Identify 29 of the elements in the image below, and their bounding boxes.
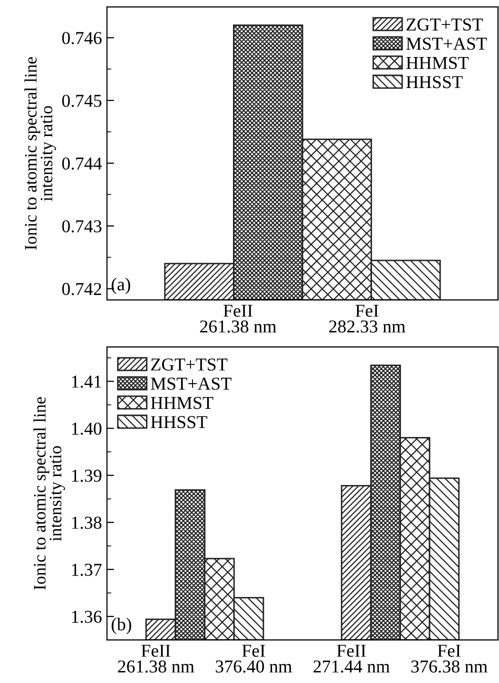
y-axis-title: Ionic to atomic spectral line intensity ratio [33, 397, 65, 590]
legend-label: HHSST [406, 76, 463, 88]
y-tick-label: 1.36 [72, 610, 102, 623]
legend-label: HHMST [406, 56, 469, 69]
text: FeII 261.38 nm [118, 644, 194, 673]
legend-label: HHMST [150, 396, 214, 409]
text: FeI 376.40 nm [216, 644, 292, 673]
annotation: (b) [112, 618, 132, 634]
y-tick-label: 0.743 [62, 220, 102, 232]
legend-label: HHSST [150, 416, 208, 428]
text: FeII 271.44 nm [314, 644, 390, 673]
legend-label: ZGT+TST [151, 358, 228, 371]
y-axis-title: Ionic to atomic spectral line intensity ratio [24, 57, 56, 250]
text: FeII 261.38 nm [200, 304, 276, 333]
y-tick-label: 1.41 [72, 376, 102, 388]
text: FeI 376.38 nm [411, 644, 488, 673]
y-tick-label: 0.742 [62, 282, 102, 296]
y-tick-label: 0.744 [62, 157, 102, 170]
legend-label: MST+AST [150, 378, 232, 390]
y-tick-label: 0.745 [62, 94, 102, 107]
y-tick-label: 0.746 [62, 32, 102, 44]
y-tick-label: 1.39 [72, 470, 102, 482]
text: FeI 282.33 nm [329, 304, 406, 333]
legend-label: MST+AST [406, 38, 487, 50]
y-tick-label: 1.37 [72, 564, 102, 576]
y-tick-label: 1.38 [72, 516, 102, 529]
legend-label: ZGT+TST [406, 18, 483, 31]
annotation: (a) [112, 278, 130, 294]
y-tick-label: 1.40 [72, 422, 102, 435]
